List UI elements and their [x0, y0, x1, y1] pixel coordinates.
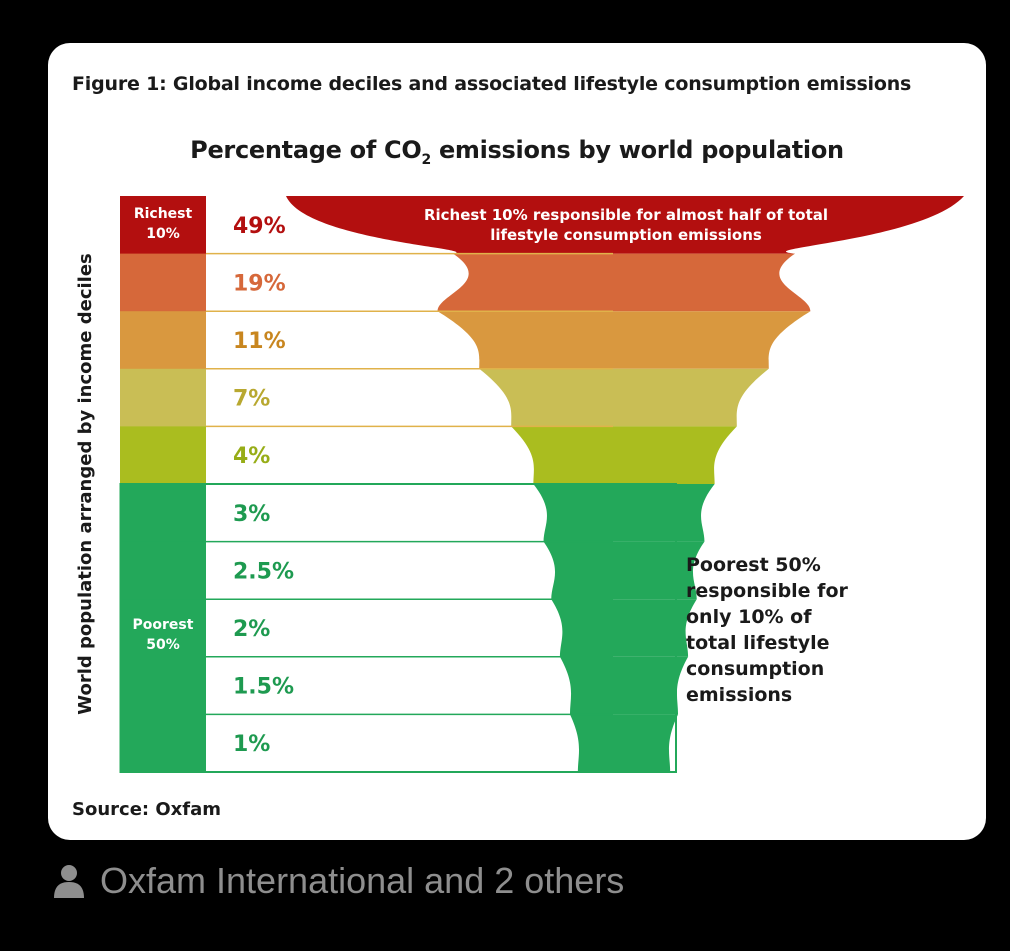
poorest-annotation: responsible for	[686, 580, 849, 602]
funnel-segment	[511, 426, 737, 484]
person-icon	[52, 864, 86, 898]
value-label: 11%	[233, 329, 286, 354]
funnel-segment	[286, 196, 964, 254]
value-label: 2.5%	[233, 559, 294, 584]
funnel-segment	[533, 484, 715, 542]
funnel-segment	[437, 311, 811, 369]
value-label: 1.5%	[233, 675, 294, 700]
decile-color-band	[120, 311, 206, 370]
value-label: 3%	[233, 502, 270, 527]
funnel-segment	[479, 368, 769, 427]
poorest-annotation: total lifestyle	[686, 632, 830, 654]
funnel-segment	[551, 599, 697, 657]
decile-color-band	[120, 368, 206, 427]
decile-color-band	[120, 426, 206, 485]
poorest-annotation: emissions	[686, 684, 792, 706]
source-note: Source: Oxfam	[72, 799, 222, 820]
funnel-segment	[543, 541, 705, 600]
figure-title: Figure 1: Global income deciles and asso…	[72, 73, 912, 95]
emissions-funnel-chart: 49% 19% 11% 7% 4% 3% 2.5% 2% 1.5% 1% Richest 10% Poo…	[75, 196, 964, 773]
poorest-bracket-box	[119, 483, 677, 773]
value-label: 19%	[233, 271, 286, 296]
funnel-segment	[437, 253, 811, 312]
attribution-text: Oxfam International and 2 others	[100, 860, 625, 901]
funnel-segment	[569, 714, 679, 772]
decile-color-band	[120, 714, 206, 773]
attribution[interactable]: Oxfam International and 2 others	[52, 860, 624, 902]
chart-title-suffix: emissions by world population	[430, 136, 844, 164]
decile-color-band	[120, 656, 206, 715]
poorest-annotation: only 10% of	[686, 606, 812, 628]
richest-annotation: lifestyle consumption emissions	[490, 226, 762, 244]
poorest-group-label: 50%	[146, 637, 180, 653]
decile-color-band	[120, 599, 206, 658]
decile-color-band	[120, 253, 206, 312]
value-label: 49%	[233, 214, 286, 239]
figure-card: Figure 1: Global income deciles and asso…	[48, 43, 986, 840]
poorest-group-label: Poorest	[133, 617, 194, 633]
chart-title-subscript: 2	[421, 151, 431, 168]
y-axis-label: World population arranged by income deci…	[75, 253, 96, 715]
poorest-annotation: consumption	[686, 658, 824, 680]
richest-group-label: 10%	[146, 226, 180, 242]
richest-group-label: Richest	[134, 206, 193, 222]
value-label: 7%	[233, 387, 270, 412]
decile-color-band	[120, 484, 206, 543]
chart-title-prefix: Percentage of CO	[190, 136, 422, 164]
value-label: 2%	[233, 617, 270, 642]
decile-color-band	[120, 196, 206, 255]
decile-color-band	[120, 541, 206, 600]
funnel-segment	[559, 656, 689, 715]
value-label: 4%	[233, 444, 270, 469]
richest-annotation: Richest 10% responsible for almost half …	[424, 206, 828, 224]
chart-title: Percentage of CO2 emissions by world pop…	[48, 136, 986, 168]
poorest-annotation: Poorest 50%	[686, 554, 821, 576]
value-label: 1%	[233, 732, 270, 757]
